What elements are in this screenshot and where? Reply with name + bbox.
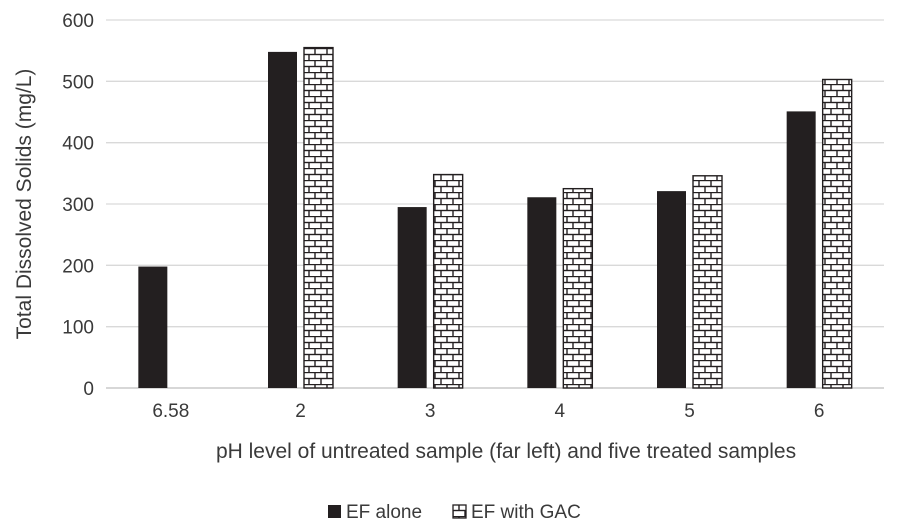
legend-label: EF with GAC [471, 502, 581, 523]
y-tick-label: 500 [62, 72, 94, 93]
bar-ef-alone-4 [527, 197, 557, 388]
bar-ef-with-gac-5 [692, 175, 723, 389]
x-axis-ticks: 6.58 2 3 4 5 6 [152, 401, 824, 422]
gridlines [106, 19, 884, 389]
x-axis-title: pH level of untreated sample (far left) … [216, 440, 796, 463]
bar-ef-with-gac-6 [821, 78, 853, 389]
legend-swatch [328, 505, 341, 518]
y-tick-label: 600 [62, 11, 94, 32]
y-tick-label: 400 [62, 134, 94, 155]
y-tick-label: 300 [62, 195, 94, 216]
x-tick-label: 6.58 [152, 401, 189, 422]
y-tick-label: 100 [62, 318, 94, 339]
y-tick-label: 0 [83, 379, 94, 400]
bar-ef-with-gac-3 [432, 173, 464, 389]
bar-ef-alone-3 [397, 207, 427, 388]
legend: EF alone EF with GAC [328, 502, 581, 523]
bar-ef-alone-5 [657, 191, 686, 388]
bar-ef-with-gac-4 [562, 187, 594, 389]
x-tick-label: 4 [555, 401, 566, 422]
bar-ef-with-gac-2 [303, 46, 334, 389]
bar-ef-alone-2 [268, 51, 297, 388]
x-tick-label: 6 [814, 401, 825, 422]
legend-swatch [452, 504, 467, 519]
y-tick-label: 200 [62, 256, 94, 277]
legend-label: EF alone [346, 502, 422, 523]
bars [138, 46, 853, 389]
bar-ef-alone-6 [786, 111, 816, 389]
x-tick-label: 3 [425, 401, 436, 422]
y-axis-ticks: 0 100 200 300 400 500 600 [62, 11, 94, 400]
y-axis-title: Total Dissolved Solids (mg/L) [13, 69, 36, 340]
bar-ef-alone-6.58 [138, 266, 168, 388]
x-tick-label: 5 [684, 401, 695, 422]
x-tick-label: 2 [295, 401, 306, 422]
